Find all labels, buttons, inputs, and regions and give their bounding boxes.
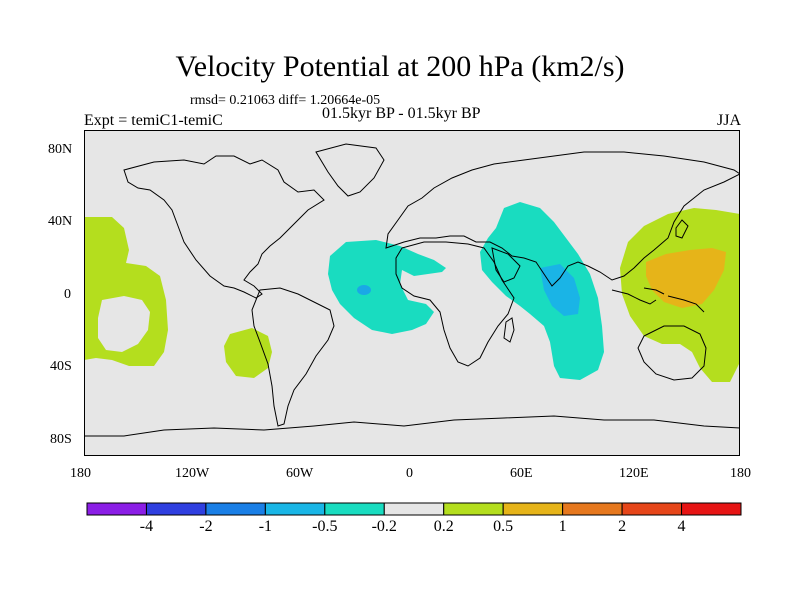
map-panel: [84, 130, 740, 456]
colorbar-box: [681, 502, 742, 516]
coastline-eurasia: [385, 151, 740, 287]
colorbar-label: -0.5: [312, 518, 338, 535]
colorbar-box: [264, 502, 326, 516]
stats-text: rmsd= 0.21063 diff= 1.20664e-05: [190, 93, 381, 108]
map-title: Velocity Potential at 200 hPa (km2/s): [175, 50, 625, 83]
colorbar-box: [145, 502, 207, 516]
coastline-antarctica: [84, 415, 740, 437]
colorbar-box: [443, 502, 504, 516]
map-frame: [84, 130, 740, 456]
colorbar-label: 2: [618, 518, 627, 535]
lon-tick-60w: 60W: [286, 466, 314, 481]
colorbar: [86, 502, 742, 516]
colorbar-label: 4: [677, 518, 686, 535]
lon-tick-120w: 120W: [175, 466, 210, 481]
coastline-africa: [395, 241, 515, 367]
colorbar-label: 0.2: [433, 518, 454, 535]
contour-fills: [84, 202, 740, 382]
coastline-maritime: [611, 287, 705, 313]
contour-negative-atlantic: [328, 240, 446, 334]
colorbar-box: [324, 502, 385, 516]
coastline-greenland: [315, 143, 385, 197]
coastline-north-america: [123, 155, 325, 299]
coastlines: [84, 143, 740, 437]
colorbar-label: 0.5: [493, 518, 514, 535]
colorbar-box: [205, 502, 266, 516]
contour-positive-south-pacific: [224, 328, 272, 378]
lat-tick-80n: 80N: [48, 142, 73, 157]
colorbar-label: -0.2: [371, 518, 397, 535]
contour-negative-atlantic-core: [357, 285, 371, 295]
coastline-south-america: [251, 287, 335, 427]
colorbar-label: -4: [139, 518, 154, 535]
lon-tick-180-west: 180: [70, 466, 91, 481]
lon-tick-120e: 120E: [619, 466, 649, 481]
lat-tick-40n: 40N: [48, 214, 73, 229]
season-label: JJA: [716, 112, 741, 129]
coastline-australia: [637, 325, 707, 381]
coastline-japan: [675, 219, 689, 239]
contour-positive-west-pacific-core: [646, 248, 726, 308]
contour-negative-indian-core: [540, 264, 580, 316]
period-label: 01.5kyr BP - 01.5kyr BP: [322, 105, 481, 122]
coastline-madagascar: [503, 317, 515, 343]
experiment-label: Expt = temiC1-temiC: [84, 112, 223, 129]
lon-tick-60e: 60E: [510, 466, 533, 481]
contour-inner-east-pacific: [98, 296, 150, 352]
lon-tick-0: 0: [406, 466, 413, 481]
colorbar-label: -1: [258, 518, 273, 535]
colorbar-box: [383, 502, 445, 516]
colorbar-box: [562, 502, 623, 516]
colorbar-box: [502, 502, 564, 516]
contour-negative-indian: [480, 202, 604, 380]
coastline-arabia: [491, 247, 521, 283]
colorbar-label: -2: [199, 518, 213, 535]
colorbar-label: 1: [558, 518, 567, 535]
lon-tick-180-east: 180: [730, 466, 751, 481]
lat-tick-80s: 80S: [50, 432, 72, 447]
lat-tick-0: 0: [64, 287, 71, 302]
colorbar-box: [86, 502, 147, 516]
lat-tick-40s: 40S: [50, 359, 72, 374]
colorbar-box: [621, 502, 683, 516]
